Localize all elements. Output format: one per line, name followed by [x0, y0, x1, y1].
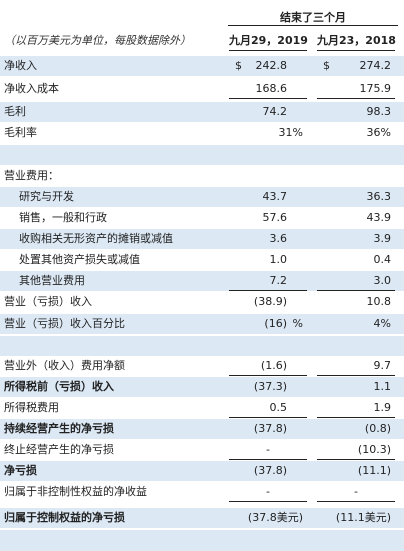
- row-net-revenue: 净收入 $242.8 $274.2: [0, 56, 404, 76]
- row-non-operating: 营业外（收入）费用净额 (1.6) 9.7: [0, 356, 404, 376]
- row-gross-margin: 毛利率 31% 36%: [4, 126, 391, 139]
- bottom-band: [0, 530, 404, 551]
- row-operating-income: 营业（亏损）收入 (38.9) 10.8: [4, 295, 391, 308]
- row-controlling: 归属于控制权益的净亏损 (37.8美元) (11.1美元): [0, 508, 404, 528]
- row-sga: 销售，一般和行政 57.6 43.9: [19, 211, 391, 224]
- row-nci: 归属于非控制性权益的净收益 - -: [0, 482, 404, 502]
- period-group-header: 结束了三个月: [228, 10, 398, 26]
- row-operating-margin: 营业（亏损）收入百分比 (16)% 4%: [0, 314, 404, 334]
- row-discontinued: 终止经营产生的净亏损 - (10.3): [0, 440, 404, 460]
- row-rnd: 研究与开发 43.7 36.3: [0, 187, 404, 207]
- row-continuing: 持续经营产生的净亏损 (37.8) (0.8): [0, 419, 404, 439]
- row-amortization: 收购相关无形资产的摊销或减值 3.6 3.9: [0, 229, 404, 249]
- spacer-band-2: [0, 336, 404, 356]
- row-opex-title: 营业费用：: [4, 169, 59, 182]
- col1-header: 九月29，2019: [229, 31, 308, 51]
- col2-header: 九月23，2018: [317, 31, 396, 51]
- row-gross-profit: 毛利 74.2 98.3: [0, 102, 404, 122]
- row-cost-of-revenue: 净收入成本 168.6 175.9: [0, 79, 404, 99]
- row-net-loss: 净亏损 (37.8) (11.1): [0, 461, 404, 481]
- row-pretax: 所得税前（亏损）收入 (37.3) 1.1: [0, 377, 404, 397]
- row-tax: 所得税费用 0.5 1.9: [0, 398, 404, 418]
- row-disposal: 处置其他资产损失或减值 1.0 0.4: [19, 253, 391, 266]
- row-other-opex: 其他营业费用 7.2 3.0: [0, 271, 404, 291]
- spacer-band: [0, 145, 404, 165]
- units-note: （以百万美元为单位，每股数据除外）: [4, 34, 191, 47]
- column-header-row: （以百万美元为单位，每股数据除外） 九月29，2019 九月23，2018: [0, 31, 404, 51]
